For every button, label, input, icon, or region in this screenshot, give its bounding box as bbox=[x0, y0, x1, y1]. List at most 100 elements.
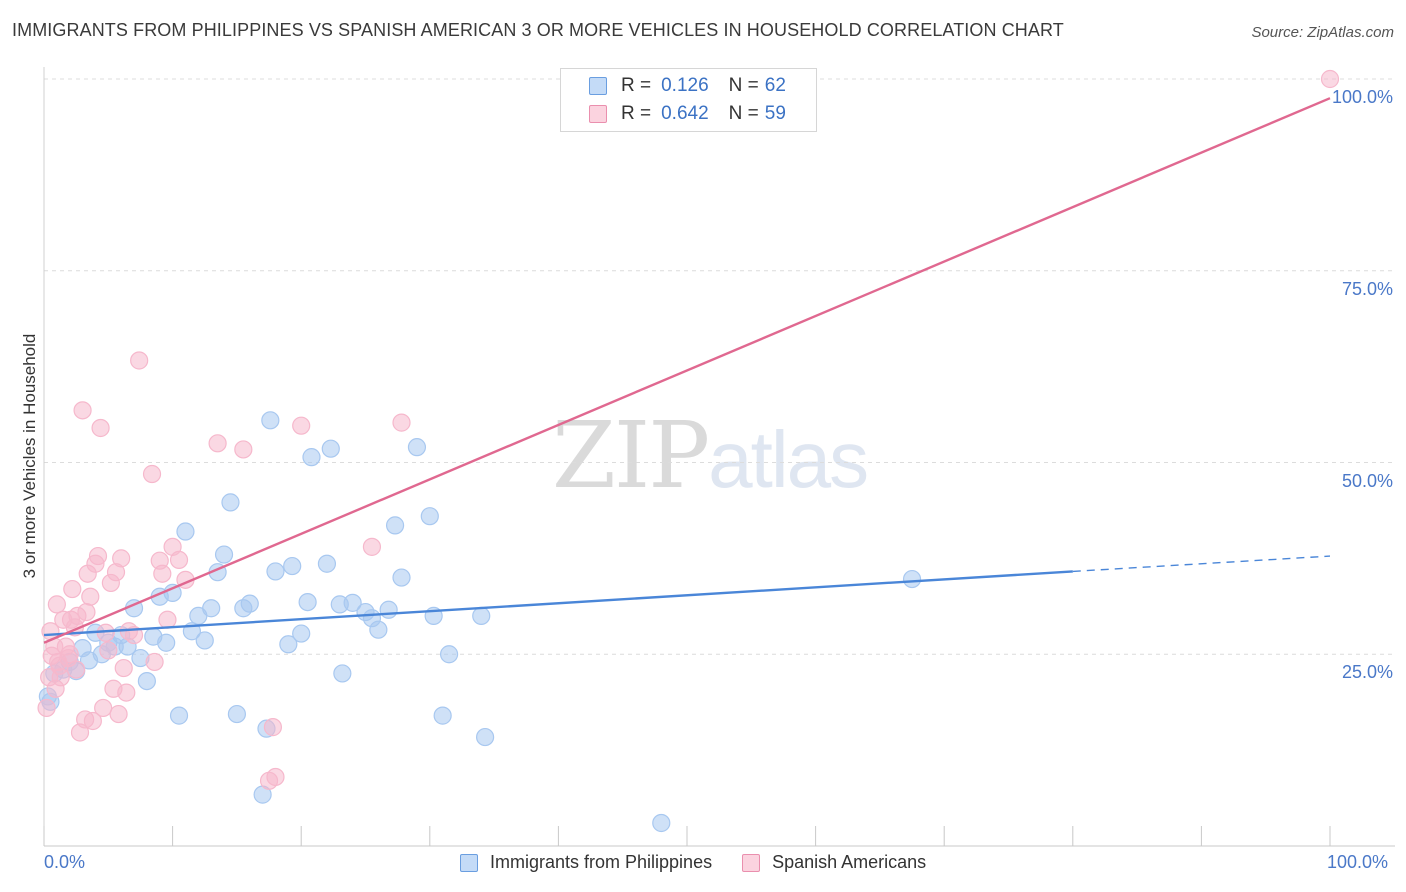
point-philippines bbox=[302, 448, 321, 467]
point-philippines bbox=[240, 594, 259, 613]
point-philippines bbox=[343, 593, 362, 612]
chart-title: IMMIGRANTS FROM PHILIPPINES VS SPANISH A… bbox=[12, 20, 1064, 40]
point-spanish-americans bbox=[109, 704, 128, 724]
trendline-spanish-americans bbox=[43, 97, 1331, 644]
point-spanish-americans bbox=[67, 660, 86, 679]
point-spanish-americans bbox=[61, 610, 81, 629]
legend-r-label: R = bbox=[621, 75, 652, 96]
point-philippines bbox=[321, 439, 340, 458]
y-axis-title: 3 or more Vehicles in Household bbox=[20, 333, 39, 579]
legend-item-philippines: Immigrants from Philippines bbox=[460, 852, 712, 873]
point-philippines bbox=[333, 664, 352, 683]
point-spanish-americans bbox=[266, 767, 285, 787]
point-spanish-americans bbox=[37, 698, 56, 718]
legend-r-label: R = bbox=[621, 103, 652, 124]
point-philippines bbox=[652, 813, 671, 833]
point-spanish-americans bbox=[88, 546, 108, 566]
point-philippines bbox=[137, 671, 156, 691]
legend-n-label: N = bbox=[728, 103, 759, 124]
point-philippines bbox=[298, 592, 317, 612]
point-spanish-americans bbox=[153, 564, 172, 583]
point-philippines bbox=[292, 624, 311, 643]
point-philippines bbox=[475, 727, 495, 747]
legend-r-value: 0.126 bbox=[661, 75, 709, 96]
point-philippines bbox=[317, 554, 337, 573]
legend-n-value: 62 bbox=[764, 75, 786, 96]
legend-r-value: 0.642 bbox=[661, 103, 709, 124]
point-spanish-americans bbox=[51, 668, 70, 687]
point-philippines bbox=[221, 493, 240, 512]
series-legend: Immigrants from Philippines Spanish Amer… bbox=[460, 852, 956, 873]
legend-swatch-spanish-americans bbox=[742, 853, 761, 872]
legend-label-spanish-americans: Spanish Americans bbox=[772, 852, 927, 872]
point-spanish-americans bbox=[47, 595, 66, 614]
point-philippines bbox=[407, 438, 427, 457]
point-spanish-americans bbox=[63, 579, 82, 599]
point-spanish-americans bbox=[91, 418, 110, 438]
point-philippines bbox=[195, 631, 214, 650]
y-tick-label: 100.0% bbox=[1331, 87, 1393, 107]
legend-row-spanish-americans: R = 0.642 N = 59 bbox=[561, 101, 786, 127]
point-philippines bbox=[439, 645, 459, 664]
point-spanish-americans bbox=[362, 537, 382, 556]
point-spanish-americans bbox=[292, 416, 311, 435]
legend-n-value: 59 bbox=[764, 103, 786, 124]
point-spanish-americans bbox=[99, 641, 118, 660]
point-philippines bbox=[261, 411, 280, 430]
y-tick-label: 50.0% bbox=[1341, 470, 1393, 491]
point-philippines bbox=[472, 606, 491, 626]
point-philippines bbox=[157, 633, 176, 652]
source-credit: Source: ZipAtlas.com bbox=[1251, 24, 1394, 41]
point-spanish-americans bbox=[145, 652, 164, 672]
legend-row-philippines: R = 0.126 N = 62 bbox=[561, 73, 786, 99]
trendline-extension-philippines bbox=[1072, 555, 1331, 573]
point-spanish-americans bbox=[142, 464, 162, 484]
point-philippines bbox=[176, 522, 195, 541]
point-philippines bbox=[266, 562, 285, 581]
point-philippines bbox=[902, 569, 922, 589]
point-spanish-americans bbox=[83, 711, 102, 731]
point-spanish-americans bbox=[263, 718, 283, 737]
point-spanish-americans bbox=[117, 683, 136, 702]
point-spanish-americans bbox=[94, 698, 113, 718]
point-philippines bbox=[283, 556, 302, 576]
point-philippines bbox=[202, 599, 221, 618]
legend-item-spanish-americans: Spanish Americans bbox=[742, 852, 926, 873]
y-tick-label: 25.0% bbox=[1341, 662, 1393, 683]
point-spanish-americans bbox=[73, 401, 92, 420]
point-spanish-americans bbox=[114, 658, 133, 678]
point-spanish-americans bbox=[208, 434, 227, 453]
point-spanish-americans bbox=[169, 550, 189, 570]
point-philippines bbox=[433, 706, 452, 725]
point-spanish-americans bbox=[1320, 69, 1340, 89]
watermark-logo: ZIPatlas bbox=[552, 402, 869, 509]
point-philippines bbox=[369, 620, 388, 639]
legend-swatch-philippines bbox=[460, 853, 478, 872]
point-spanish-americans bbox=[49, 652, 68, 672]
point-spanish-americans bbox=[81, 587, 100, 606]
point-spanish-americans bbox=[234, 440, 253, 459]
point-philippines bbox=[379, 600, 398, 619]
point-philippines bbox=[227, 704, 246, 724]
legend-swatch-philippines bbox=[589, 77, 607, 95]
point-philippines bbox=[214, 545, 234, 564]
legend-swatch-spanish-americans bbox=[589, 105, 607, 123]
point-philippines bbox=[385, 516, 405, 535]
point-spanish-americans bbox=[392, 413, 411, 432]
legend-n-label: N = bbox=[728, 75, 759, 96]
legend-label-philippines: Immigrants from Philippines bbox=[490, 852, 713, 872]
point-philippines bbox=[420, 507, 439, 526]
x-tick-label: 0.0% bbox=[44, 852, 86, 872]
point-spanish-americans bbox=[112, 549, 131, 568]
correlation-legend: R = 0.126 N = 62 R = 0.642 N = 59 bbox=[560, 68, 817, 132]
point-spanish-americans bbox=[130, 351, 149, 370]
x-tick-label: 100.0% bbox=[1327, 852, 1389, 872]
point-spanish-americans bbox=[158, 610, 177, 629]
trendline-philippines bbox=[43, 570, 1073, 637]
point-philippines bbox=[279, 635, 298, 654]
point-philippines bbox=[169, 706, 189, 725]
point-philippines bbox=[392, 568, 411, 587]
point-spanish-americans bbox=[77, 602, 96, 622]
y-tick-label: 75.0% bbox=[1341, 278, 1393, 299]
